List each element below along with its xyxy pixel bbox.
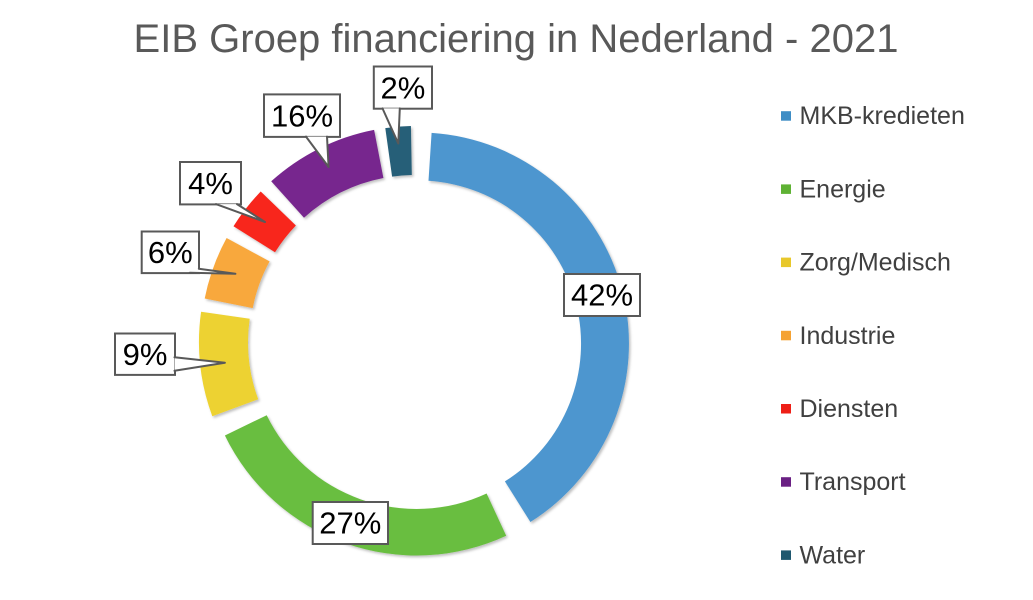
svg-text:Zorg/Medisch: Zorg/Medisch	[800, 249, 951, 277]
svg-text:Industrie: Industrie	[800, 322, 896, 350]
svg-text:2%: 2%	[380, 70, 425, 105]
svg-text:Energie: Energie	[800, 175, 886, 203]
svg-text:6%: 6%	[148, 235, 193, 270]
svg-text:Water: Water	[800, 541, 866, 569]
svg-text:Diensten: Diensten	[800, 395, 899, 423]
svg-text:27%: 27%	[319, 506, 381, 541]
svg-text:4%: 4%	[188, 166, 233, 201]
svg-text:EIB Groep financiering in Nede: EIB Groep financiering in Nederland - 20…	[134, 17, 899, 61]
svg-text:42%: 42%	[571, 278, 633, 313]
svg-text:Transport: Transport	[800, 468, 906, 496]
svg-text:16%: 16%	[271, 98, 333, 133]
svg-text:9%: 9%	[123, 337, 168, 372]
svg-text:MKB-kredieten: MKB-kredieten	[800, 102, 965, 130]
